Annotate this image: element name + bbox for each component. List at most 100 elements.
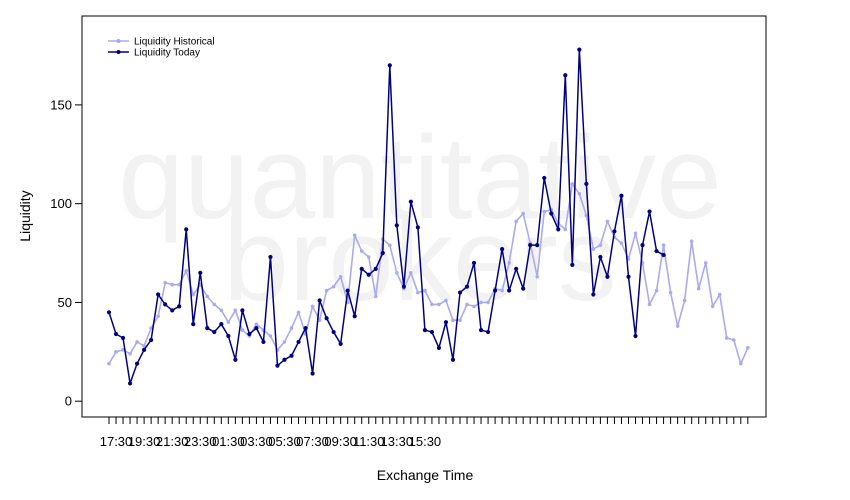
x-tick-label: 09:30 <box>324 434 357 449</box>
data-point <box>338 341 343 347</box>
data-point <box>746 346 750 350</box>
watermark-line-1: quantitative <box>118 112 722 244</box>
data-point <box>366 255 371 259</box>
data-point <box>450 357 456 362</box>
data-point <box>661 252 666 258</box>
data-point <box>142 347 147 352</box>
legend-label: Liquidity Today <box>134 48 200 59</box>
data-point <box>387 63 392 68</box>
data-point <box>408 199 413 204</box>
data-point <box>120 335 126 341</box>
data-point <box>128 351 132 356</box>
data-point <box>605 274 610 279</box>
data-point <box>324 316 329 321</box>
data-point <box>289 353 294 358</box>
x-tick-label: 11:30 <box>353 434 385 449</box>
data-point <box>331 284 336 289</box>
data-point <box>135 340 139 344</box>
data-point <box>345 288 350 293</box>
data-point <box>654 288 659 293</box>
data-point <box>275 363 280 368</box>
x-axis-title: Exchange Time <box>377 467 474 483</box>
data-point <box>675 324 680 328</box>
x-tick-label: 21:30 <box>156 434 189 449</box>
data-point <box>352 314 357 319</box>
data-point <box>507 288 512 293</box>
data-point <box>310 304 315 309</box>
data-point <box>324 288 329 293</box>
data-point <box>661 243 666 247</box>
series-today <box>106 47 666 386</box>
x-tick-label: 19:30 <box>128 434 161 449</box>
data-point <box>134 361 140 366</box>
data-point <box>647 209 652 214</box>
data-point <box>198 270 203 275</box>
data-point <box>472 304 476 309</box>
data-point <box>373 294 378 299</box>
data-point <box>457 290 463 295</box>
data-point <box>612 229 617 234</box>
x-tick-label: 13:30 <box>381 434 414 449</box>
data-point <box>184 227 189 232</box>
data-point <box>247 331 252 337</box>
data-point <box>170 308 175 313</box>
y-axis: 0 50 100 150 <box>50 97 82 409</box>
data-point <box>163 302 168 307</box>
data-point <box>619 241 624 245</box>
data-point <box>422 327 427 333</box>
x-tick-label: 17:30 <box>100 434 133 449</box>
data-point <box>535 243 540 248</box>
data-point <box>149 337 154 343</box>
data-point <box>317 318 322 323</box>
series-line <box>108 48 664 385</box>
data-point <box>584 213 589 218</box>
data-point <box>212 302 217 307</box>
data-point <box>689 239 694 243</box>
data-point <box>373 266 378 271</box>
data-point <box>184 269 189 273</box>
data-point <box>156 292 161 297</box>
x-tick-label: 15:30 <box>409 434 442 449</box>
data-point <box>113 331 119 337</box>
data-point <box>591 247 596 251</box>
x-axis: 17:3019:3021:3023:3001:3003:3005:3007:30… <box>100 417 749 449</box>
data-point <box>485 329 491 335</box>
data-point <box>261 339 266 345</box>
data-point <box>254 322 259 326</box>
data-point <box>493 288 498 293</box>
data-point <box>500 246 505 252</box>
data-point <box>114 350 118 354</box>
data-point <box>303 326 308 331</box>
data-point <box>444 298 448 303</box>
data-point <box>191 322 196 327</box>
data-point <box>521 286 526 291</box>
data-point <box>388 243 392 247</box>
y-tick-label: 150 <box>50 97 72 112</box>
legend-marker <box>116 50 121 54</box>
y-tick-label: 50 <box>58 295 72 310</box>
data-point <box>570 262 575 267</box>
data-point <box>205 326 210 331</box>
data-point <box>514 266 519 271</box>
data-point <box>542 209 547 214</box>
data-point <box>500 288 504 293</box>
data-point <box>430 302 434 307</box>
data-point <box>703 261 708 265</box>
data-point <box>577 47 582 52</box>
series-layer <box>106 47 750 386</box>
data-point <box>584 181 589 187</box>
data-point <box>471 260 477 266</box>
x-tick-label: 07:30 <box>296 434 329 449</box>
legend-label: Liquidity Historical <box>134 37 215 48</box>
data-point <box>163 280 167 285</box>
data-point <box>226 333 231 339</box>
data-point <box>724 336 729 340</box>
data-point <box>149 326 153 330</box>
data-point <box>682 298 687 303</box>
data-point <box>127 381 133 386</box>
data-point <box>170 282 174 287</box>
data-point <box>268 334 273 338</box>
data-point <box>380 250 385 256</box>
